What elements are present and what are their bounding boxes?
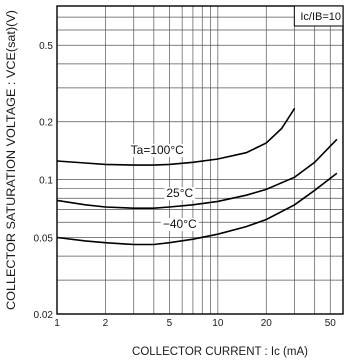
y-tick-label: 0.05 bbox=[34, 233, 54, 244]
y-axis-title: COLLECTOR SATURATION VOLTAGE : VCE(sat)(… bbox=[6, 10, 18, 310]
x-tick-label: 10 bbox=[212, 318, 224, 329]
tick-labels: 1 2 5 10 20 50 0.02 0.05 0.1 0.2 0.5 bbox=[34, 41, 337, 329]
series-label: 25°C bbox=[166, 186, 193, 200]
series-label-bg bbox=[160, 218, 199, 232]
series-line bbox=[56, 172, 338, 246]
series-label-bg bbox=[164, 187, 196, 201]
condition-box-frame bbox=[293, 5, 344, 27]
grid bbox=[57, 6, 344, 314]
y-tick-label: 0.1 bbox=[39, 176, 53, 187]
x-tick-label: 20 bbox=[261, 318, 273, 329]
x-tick-label: 1 bbox=[54, 318, 60, 329]
x-tick-label: 50 bbox=[325, 318, 337, 329]
condition-box: Ic/IB=10 bbox=[293, 5, 344, 27]
series-line bbox=[56, 107, 296, 166]
y-tick-label: 0.02 bbox=[34, 310, 54, 321]
x-axis-title: COLLECTOR CURRENT : Ic (mA) bbox=[132, 346, 308, 358]
y-tick-label: 0.5 bbox=[39, 41, 53, 52]
curves: Ta=100°C 25°C −40°C bbox=[56, 107, 338, 246]
series-line bbox=[56, 138, 338, 209]
x-tick-label: 2 bbox=[103, 318, 109, 329]
series-label: Ta=100°C bbox=[131, 143, 185, 157]
series-label: −40°C bbox=[163, 217, 197, 231]
condition-label: Ic/IB=10 bbox=[300, 11, 341, 23]
y-tick-label: 0.2 bbox=[39, 118, 53, 129]
plot-frame bbox=[56, 5, 344, 315]
x-tick-label: 5 bbox=[167, 318, 173, 329]
series-label-bg bbox=[128, 143, 186, 157]
